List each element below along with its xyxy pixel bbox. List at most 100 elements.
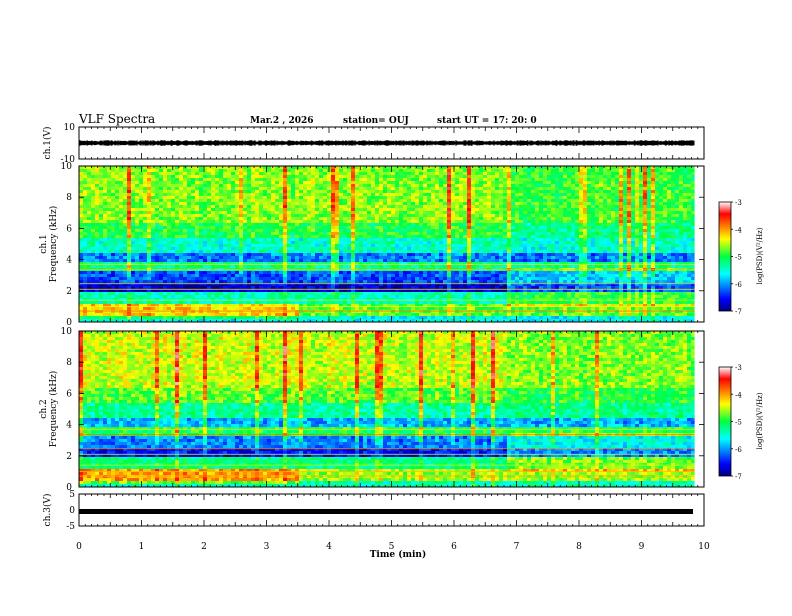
spectrogram-cell bbox=[343, 187, 347, 190]
spectrogram-cell bbox=[419, 220, 423, 223]
spectrogram-cell bbox=[283, 280, 287, 283]
spectrogram-cell bbox=[335, 229, 339, 232]
spectrogram-cell bbox=[319, 193, 323, 196]
spectrogram-cell bbox=[143, 286, 147, 289]
spectrogram-cell bbox=[327, 286, 331, 289]
spectrogram-cell bbox=[219, 286, 223, 289]
spectrogram-cell bbox=[315, 220, 319, 223]
spectrogram-cell bbox=[343, 202, 347, 205]
spectrogram-cell bbox=[147, 178, 151, 181]
spectrogram-cell bbox=[315, 301, 319, 304]
spectrogram-cell bbox=[87, 292, 91, 295]
spectrogram-cell bbox=[279, 295, 283, 298]
spectrogram-cell bbox=[95, 280, 99, 283]
spectrogram-cell bbox=[343, 292, 347, 295]
spectrogram-cell bbox=[379, 223, 383, 226]
spectrogram-cell bbox=[383, 235, 387, 238]
spectrogram-cell bbox=[383, 175, 387, 178]
spectrogram-cell bbox=[383, 274, 387, 277]
spectrogram-cell bbox=[311, 184, 315, 187]
spectrogram-cell bbox=[111, 292, 115, 295]
spectrogram-cell bbox=[315, 310, 319, 313]
spectrogram-cell bbox=[443, 229, 447, 232]
spectrogram-cell bbox=[295, 292, 299, 295]
spectrogram-cell bbox=[307, 178, 311, 181]
spectrogram-cell bbox=[423, 199, 427, 202]
spectrogram-cell bbox=[91, 205, 95, 208]
spectrogram-cell bbox=[431, 241, 435, 244]
spectrogram-cell bbox=[267, 244, 271, 247]
spectrogram-cell bbox=[383, 277, 387, 280]
spectrogram-cell bbox=[119, 190, 123, 193]
spectrogram-cell bbox=[87, 223, 91, 226]
spectrogram-cell bbox=[207, 277, 211, 280]
spectrogram-cell bbox=[399, 247, 403, 250]
spectrogram-cell bbox=[355, 256, 359, 259]
spectrogram-cell bbox=[219, 172, 223, 175]
spectrogram-cell bbox=[403, 184, 407, 187]
spectrogram-cell bbox=[291, 181, 295, 184]
spectrogram-cell bbox=[219, 307, 223, 310]
spectrogram-cell bbox=[411, 256, 415, 259]
spectrogram-cell bbox=[403, 172, 407, 175]
spectrogram-cell bbox=[171, 241, 175, 244]
spectrogram-cell bbox=[159, 187, 163, 190]
spectrogram-cell bbox=[291, 190, 295, 193]
spectrogram-cell bbox=[151, 199, 155, 202]
spectrogram-cell bbox=[391, 286, 395, 289]
spectrogram-cell bbox=[359, 205, 363, 208]
spectrogram-cell bbox=[103, 247, 107, 250]
spectrogram-cell bbox=[383, 313, 387, 316]
spectrogram-cell bbox=[295, 199, 299, 202]
spectrogram-cell bbox=[275, 214, 279, 217]
spectrogram-cell bbox=[391, 301, 395, 304]
spectrogram-cell bbox=[363, 187, 367, 190]
spectrogram-cell bbox=[95, 178, 99, 181]
spectrogram-cell bbox=[227, 193, 231, 196]
spectrogram-cell bbox=[423, 187, 427, 190]
spectrogram-cell bbox=[251, 235, 255, 238]
spectrogram-cell bbox=[327, 226, 331, 229]
spectrogram-cell bbox=[267, 181, 271, 184]
spectrogram-cell bbox=[379, 250, 383, 253]
spectrogram-cell bbox=[367, 250, 371, 253]
spectrogram-cell bbox=[103, 313, 107, 316]
spectrogram-cell bbox=[239, 265, 243, 268]
spectrogram-cell bbox=[335, 271, 339, 274]
spectrogram-cell bbox=[99, 235, 103, 238]
spectrogram-cell bbox=[355, 259, 359, 262]
spectrogram-cell bbox=[231, 220, 235, 223]
spectrogram-cell bbox=[275, 247, 279, 250]
spectrogram-cell bbox=[283, 238, 287, 241]
spectrogram-cell bbox=[155, 265, 159, 268]
spectrogram-cell bbox=[315, 181, 319, 184]
spectrogram-cell bbox=[435, 223, 439, 226]
spectrogram-cell bbox=[171, 235, 175, 238]
spectrogram-cell bbox=[319, 241, 323, 244]
spectrogram-cell bbox=[299, 286, 303, 289]
spectrogram-cell bbox=[431, 199, 435, 202]
spectrogram-cell bbox=[251, 220, 255, 223]
spectrogram-cell bbox=[407, 220, 411, 223]
spectrogram-cell bbox=[191, 199, 195, 202]
spectrogram-cell bbox=[275, 169, 279, 172]
spectrogram-cell bbox=[399, 259, 403, 262]
spectrogram-cell bbox=[111, 184, 115, 187]
spectrogram-cell bbox=[267, 238, 271, 241]
spectrogram-cell bbox=[115, 250, 119, 253]
spectrogram-cell bbox=[243, 193, 247, 196]
spectrogram-cell bbox=[147, 175, 151, 178]
spectrogram-cell bbox=[359, 259, 363, 262]
spectrogram-cell bbox=[179, 172, 183, 175]
spectrogram-cell bbox=[295, 169, 299, 172]
spectrogram-cell bbox=[431, 184, 435, 187]
spectrogram-cell bbox=[199, 265, 203, 268]
spectrogram-cell bbox=[335, 280, 339, 283]
spectrogram-cell bbox=[203, 223, 207, 226]
spectrogram-cell bbox=[139, 244, 143, 247]
spectrogram-cell bbox=[187, 199, 191, 202]
spectrogram-cell bbox=[387, 199, 391, 202]
spectrogram-cell bbox=[87, 286, 91, 289]
spectrogram-cell bbox=[127, 181, 131, 184]
spectrogram-cell bbox=[119, 244, 123, 247]
